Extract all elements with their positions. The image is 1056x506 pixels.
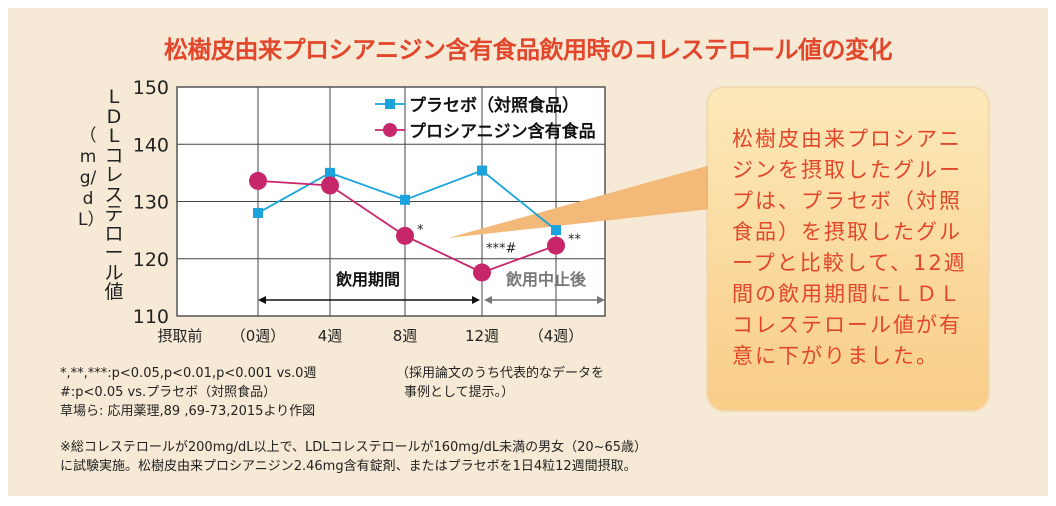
footnote-1: ※総コレステロールが200mg/dL以上で、LDLコレステロールが160mg/d… (60, 440, 648, 455)
chart-title: 松樹皮由来プロシアニジン含有食品飲用時のコレステロール値の変化 (163, 36, 893, 64)
legend-label: プロシアニジン含有食品 (409, 121, 596, 142)
line-chart: 110 120 130 140 150 摂取前 （0週） 4週 8週 12週 （4週） 飲用期間 飲用中… (133, 77, 720, 345)
representative-note-1: （採用論文のうち代表的なデータを (396, 366, 605, 381)
data-point-circle (396, 226, 414, 245)
footnote-2: に試験実施。松樹皮由来プロシアニジン2.46mg含有錠剤、またはプラセボを1日4… (60, 459, 637, 474)
representative-note-2: 事例として提示。） (404, 385, 515, 400)
period-label: 飲用中止後 (505, 270, 587, 289)
data-point-circle (321, 176, 339, 195)
panel: 松樹皮由来プロシアニジン含有食品飲用時のコレステロール値の変化 LDLコレステロ… (8, 8, 1048, 496)
x-tick-label: （4週） (529, 327, 584, 345)
x-prefix-label: 摂取前 (157, 327, 202, 345)
significance-marker: ***# (486, 241, 516, 256)
period-label: 飲用期間 (335, 270, 400, 289)
legend-label: プラセボ（対照食品） (409, 95, 579, 116)
y-axis-unit: （mg/dL） (78, 126, 105, 230)
y-tick-label: 130 (133, 192, 169, 214)
callout-pointer (448, 163, 720, 238)
arrow-head (597, 296, 605, 304)
data-point-square (400, 194, 410, 205)
data-point-circle (249, 171, 267, 190)
data-point-circle (547, 236, 565, 255)
data-point-circle (473, 263, 491, 282)
arrow-head (258, 296, 266, 304)
significance-note-1: *,**,***:p<0.05,p<0.01,p<0.001 vs.0週 (60, 366, 317, 381)
y-tick-label: 120 (133, 249, 169, 271)
callout-box: 松樹皮由来プロシアニジンを摂取したグループは、プラセボ（対照食品）を摂取したグル… (708, 88, 988, 410)
significance-note-2: #:p<0.05 vs.プラセボ（対照食品） (60, 385, 277, 400)
callout-text: 松樹皮由来プロシアニジンを摂取したグループは、プラセボ（対照食品）を摂取したグル… (732, 127, 967, 368)
data-point-square (325, 167, 335, 178)
y-tick-label: 140 (133, 134, 169, 156)
y-tick-label: 150 (133, 77, 169, 99)
y-axis-label: LDLコレステロール値 (104, 86, 124, 303)
significance-marker: * (417, 223, 424, 238)
arrow-head (484, 296, 492, 304)
legend-marker-square (385, 99, 395, 109)
legend-marker-circle (383, 123, 397, 137)
source-note: 草場ら: 応用薬理,89 ,69-73,2015より作図 (60, 404, 316, 419)
data-point-square (477, 165, 487, 176)
x-tick-label: 8週 (393, 327, 418, 345)
x-tick-label: 12週 (465, 327, 499, 345)
x-tick-label: （0週） (231, 327, 286, 345)
arrow-head (472, 296, 480, 304)
y-tick-label: 110 (133, 306, 169, 328)
data-point-square (253, 207, 263, 218)
significance-marker: ** (568, 233, 582, 248)
x-tick-label: 4週 (318, 327, 343, 345)
data-point-square (551, 225, 561, 236)
